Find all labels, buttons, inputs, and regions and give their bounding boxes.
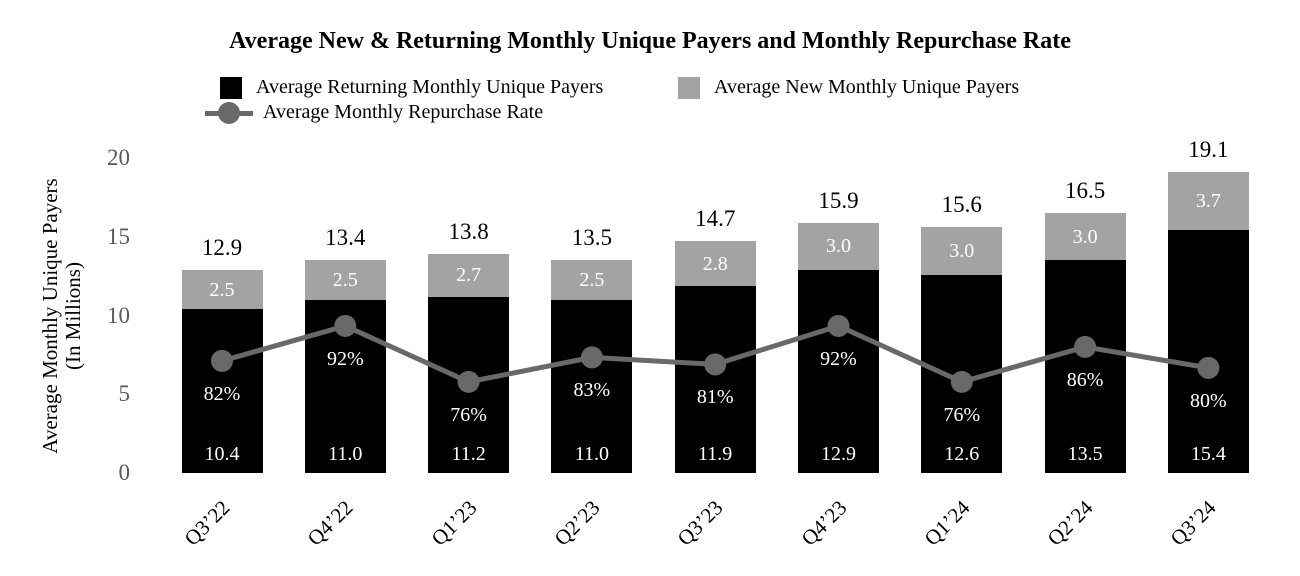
chart-title: Average New & Returning Monthly Unique P… (229, 28, 1071, 54)
legend-item-new: Average New Monthly Unique Payers (678, 76, 1019, 99)
x-axis-label: Q1’23 (426, 495, 482, 551)
x-axis-label: Q1’24 (919, 495, 975, 551)
total-value-label: 12.9 (201, 234, 243, 260)
rate-value-label: 83% (573, 379, 611, 402)
total-value-label: 13.4 (325, 225, 366, 251)
bar-segment-new (1167, 172, 1249, 231)
bar-segment-new (1044, 213, 1126, 261)
legend-swatch-returning-icon (220, 76, 242, 99)
rate-value-label: 86% (1066, 368, 1104, 391)
bar-segment-returning (1167, 230, 1249, 473)
bar-segment-new (798, 222, 879, 270)
new-value-label: 2.5 (332, 269, 358, 292)
returning-value-label: 12.6 (944, 443, 980, 465)
legend-swatch-new-icon (678, 76, 700, 99)
bar-segment-new (551, 260, 633, 300)
total-value-label: 15.9 (818, 187, 859, 213)
returning-value-label: 11.0 (574, 443, 610, 465)
y-tick-label: 10 (107, 302, 130, 328)
legend-label-rate: Average Monthly Repurchase Rate (263, 101, 544, 123)
new-value-label: 3.0 (949, 239, 975, 262)
rate-value-label: 92% (820, 347, 857, 370)
new-value-label: 2.5 (579, 269, 605, 292)
new-value-label: 2.7 (456, 264, 482, 287)
returning-value-label: 11.0 (328, 443, 363, 465)
total-value-label: 15.6 (941, 192, 982, 218)
total-value-label: 16.5 (1064, 178, 1106, 204)
rate-value-label: 80% (1190, 389, 1227, 412)
returning-value-label: 13.5 (1067, 443, 1103, 465)
returning-value-label: 11.2 (451, 443, 486, 465)
new-value-label: 2.5 (209, 278, 235, 301)
y-tick-label: 20 (107, 145, 130, 170)
bar-segment-new (674, 241, 756, 286)
new-value-label: 3.0 (826, 235, 851, 258)
legend-label-returning: Average Returning Monthly Unique Payers (256, 76, 604, 98)
returning-value-label: 10.4 (204, 443, 240, 465)
returning-value-label: 11.9 (698, 443, 733, 465)
bar-segment-new (921, 227, 1003, 275)
x-axis-label: Q2’23 (549, 495, 605, 551)
x-axis-label: Q3’23 (672, 495, 728, 551)
total-value-label: 14.7 (695, 206, 736, 232)
legend-item-returning: Average Returning Monthly Unique Payers (220, 76, 603, 99)
y-tick-label: 15 (107, 223, 130, 249)
returning-value-label: 15.4 (1190, 443, 1226, 465)
legend-dot-icon (218, 101, 240, 124)
new-value-label: 3.0 (1072, 225, 1098, 248)
total-value-label: 19.1 (1188, 137, 1229, 163)
x-axis-label: Q4’22 (302, 495, 358, 551)
x-axis-label: Q4’23 (796, 495, 851, 551)
legend-label-new: Average New Monthly Unique Payers (714, 76, 1020, 98)
total-value-label: 13.8 (448, 219, 489, 245)
bar-segment-new (181, 269, 263, 310)
y-axis-title: Average Monthly Unique Payers (In Millio… (38, 116, 85, 516)
rate-value-label: 92% (326, 347, 364, 370)
bar-segment-new (304, 260, 386, 300)
rate-value-label: 81% (696, 386, 734, 409)
new-value-label: 3.7 (1195, 190, 1221, 213)
y-tick-label: 5 (118, 381, 131, 407)
rate-value-label: 76% (943, 403, 981, 426)
x-axis-label: Q3’22 (179, 495, 235, 551)
new-value-label: 2.8 (702, 252, 728, 275)
x-axis-label: Q2’24 (1042, 495, 1098, 551)
y-tick-label: 0 (118, 460, 131, 485)
legend-item-rate: Average Monthly Repurchase Rate (205, 101, 543, 124)
returning-value-label: 12.9 (821, 443, 856, 465)
x-axis-label: Q3’24 (1165, 495, 1221, 551)
total-value-label: 13.5 (571, 225, 613, 251)
rate-value-label: 82% (203, 382, 241, 405)
bar-segment-new (428, 254, 510, 297)
legend-line-marker-icon (205, 101, 253, 124)
rate-value-label: 76% (450, 403, 487, 426)
y-axis-title-line1: Average Monthly Unique Payers (38, 178, 62, 454)
